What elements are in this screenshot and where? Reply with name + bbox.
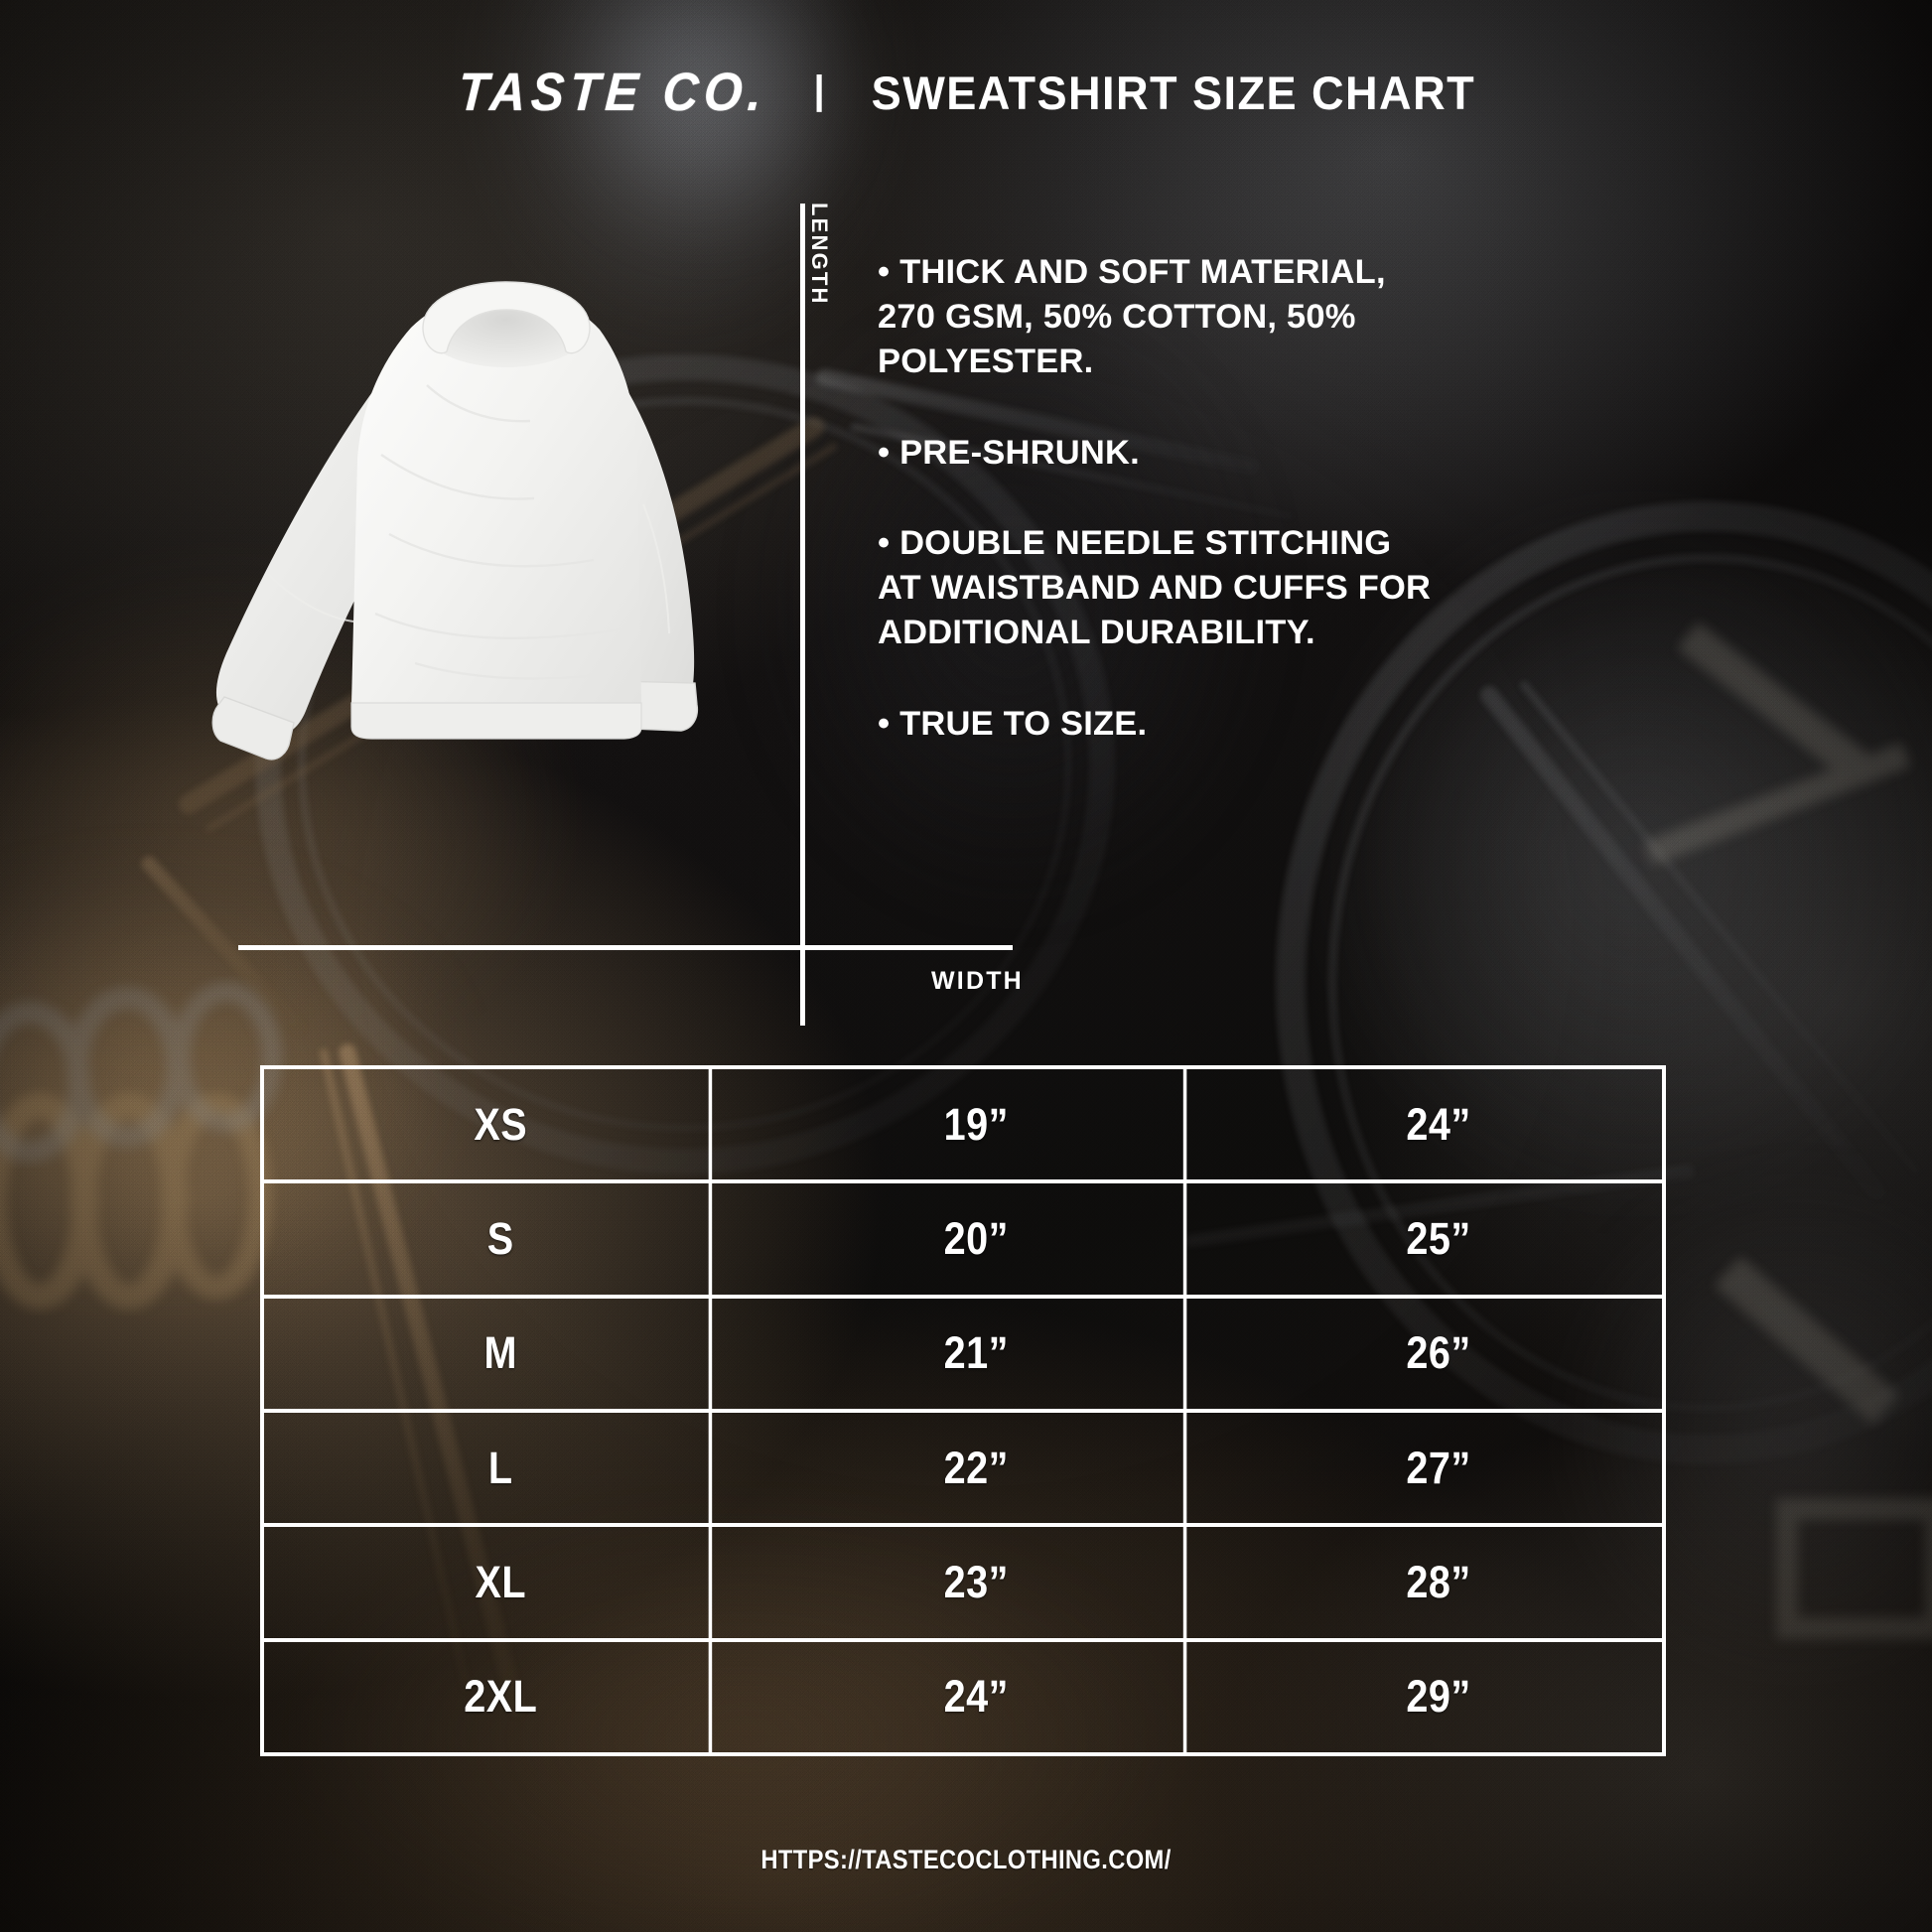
width-guide-line [238,945,1013,950]
cell-size: M [293,1298,713,1409]
cell-length: 28” [1406,1556,1471,1607]
cell-width: 24” [769,1641,1187,1752]
cell-width: 19” [769,1069,1187,1180]
brand-logo: TASTE CO. [456,63,768,122]
table-row: L 22” 27” [264,1412,1662,1528]
table-row: 2XL 24” 29” [264,1641,1662,1752]
table-row: S 20” 25” [264,1183,1662,1299]
header-separator: | [813,68,825,112]
table-row: M 21” 26” [264,1298,1662,1413]
feature-item-material: • THICK AND SOFT MATERIAL, 270 GSM, 50% … [878,253,1386,380]
feature-item-true-size: • TRUE TO SIZE. [878,704,1148,743]
cell-size: S [293,1183,713,1295]
page-title: SWEATSHIRT SIZE CHART [871,66,1475,119]
cell-width: 21” [769,1298,1187,1409]
cell-width: 23” [769,1527,1187,1638]
table-row: XS 19” 24” [264,1069,1662,1184]
cell-size: 2XL [293,1641,713,1752]
length-label: LENGTH [807,203,832,306]
footer-url[interactable]: HTTPS://TASTECOCLOTHING.COM/ [760,1845,1172,1874]
sweatshirt-image [177,256,812,911]
cell-size: XS [293,1069,713,1180]
length-guide-line [800,204,805,1026]
table-row: XL 23” 28” [264,1527,1662,1642]
cell-width: 22” [769,1412,1187,1524]
width-label: WIDTH [931,967,1024,995]
feature-item-stitching: • DOUBLE NEEDLE STITCHING AT WAISTBAND A… [878,524,1432,652]
cell-size: L [293,1412,713,1524]
cell-width: 20” [769,1183,1187,1295]
cell-length: 29” [1406,1671,1471,1723]
cell-length: 27” [1406,1442,1471,1493]
cell-length: 26” [1406,1327,1471,1379]
feature-item-preshrunk: • PRE-SHRUNK. [878,433,1140,472]
size-table: XS 19” 24” S 20” 25” M 21” 26” L 22” 27”… [260,1065,1666,1756]
cell-size: XL [293,1527,713,1638]
cell-length: 24” [1406,1098,1471,1150]
cell-length: 25” [1406,1212,1471,1264]
feature-list: • THICK AND SOFT MATERIAL, 270 GSM, 50% … [878,250,1434,747]
page-header: TASTE CO. | SWEATSHIRT SIZE CHART [0,62,1932,123]
